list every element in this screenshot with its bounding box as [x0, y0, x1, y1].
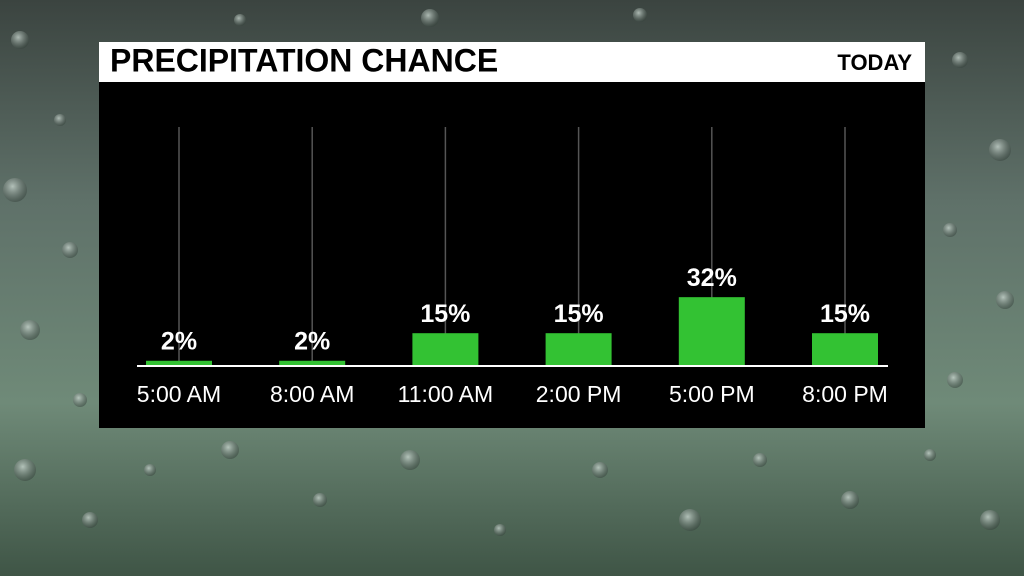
bar [812, 333, 878, 365]
bar [412, 333, 479, 365]
x-tick-label: 5:00 PM [669, 381, 755, 407]
value-label: 15% [820, 300, 870, 328]
raindrops [3, 8, 1014, 536]
value-label: 2% [294, 327, 330, 355]
chart-subtitle: TODAY [837, 50, 912, 75]
value-label: 15% [554, 300, 604, 328]
chart-title: PRECIPITATION CHANCE [110, 42, 498, 78]
bar [678, 297, 745, 365]
x-tick-label: 11:00 AM [398, 381, 493, 407]
x-tick-label: 2:00 PM [536, 381, 622, 407]
value-label: 15% [420, 300, 470, 328]
bar [545, 333, 612, 365]
value-label: 2% [161, 327, 197, 355]
chart-panel [99, 82, 925, 428]
x-tick-label: 8:00 PM [802, 381, 888, 407]
header-bar [99, 42, 925, 82]
x-tick-label: 5:00 AM [137, 381, 221, 407]
value-label: 32% [687, 264, 737, 292]
x-tick-label: 8:00 AM [270, 381, 354, 407]
bar [146, 360, 212, 365]
bar [279, 360, 346, 365]
